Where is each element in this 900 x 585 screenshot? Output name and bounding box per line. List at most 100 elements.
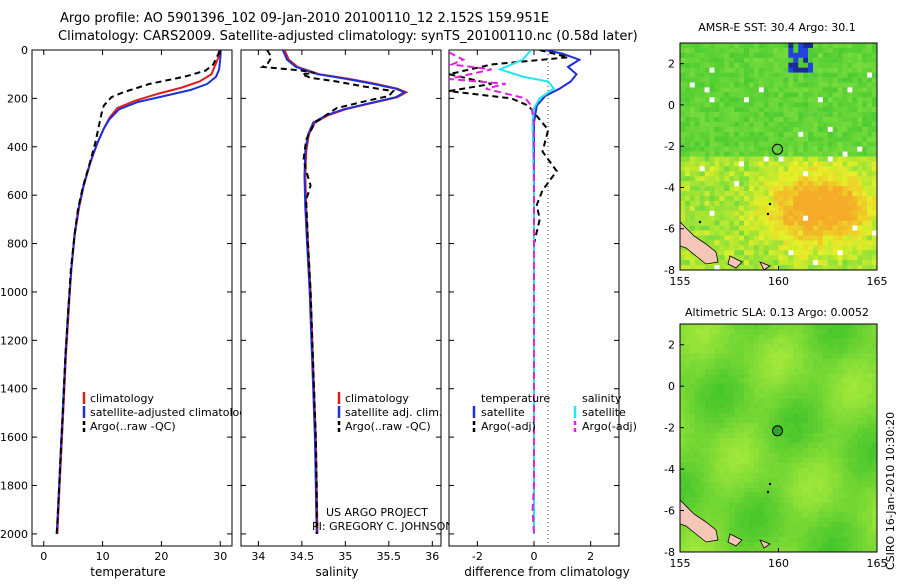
map-cell xyxy=(719,333,725,340)
map-cell xyxy=(773,388,779,394)
map-cell xyxy=(689,487,696,493)
map-cell xyxy=(822,171,829,177)
map-cell xyxy=(827,141,833,147)
map-cell xyxy=(719,235,725,241)
map-cell xyxy=(803,121,809,128)
map-cell xyxy=(803,378,809,384)
map-cell xyxy=(778,324,784,330)
map-cell xyxy=(714,447,720,454)
map-cell xyxy=(739,423,745,429)
map-cell xyxy=(773,191,779,197)
map-cell xyxy=(837,156,843,162)
map-cell xyxy=(857,171,863,177)
map-cell xyxy=(837,250,843,256)
map-cell xyxy=(867,92,873,98)
map-cell xyxy=(714,393,720,399)
map-cell xyxy=(842,47,848,54)
map-cell xyxy=(837,265,843,271)
map-cell xyxy=(714,82,720,88)
map-cell xyxy=(862,542,868,548)
map-cell xyxy=(852,532,858,538)
map-cell xyxy=(798,102,804,108)
map-cell xyxy=(862,186,868,192)
map-cell xyxy=(748,373,755,379)
map-cell xyxy=(753,102,760,108)
map-cell xyxy=(773,205,779,212)
map-cell xyxy=(753,373,760,379)
map-cell xyxy=(689,102,696,108)
map-cell xyxy=(872,457,878,464)
map-cell xyxy=(773,72,779,78)
map-cell xyxy=(719,146,725,152)
map-cell xyxy=(753,403,760,409)
map-cell xyxy=(872,57,878,64)
map-cell xyxy=(719,102,725,108)
map-cell xyxy=(808,547,814,553)
map-cell xyxy=(758,250,765,256)
map-cell xyxy=(773,200,779,207)
map-cell xyxy=(857,338,863,345)
map-cell xyxy=(808,353,814,359)
map-cell xyxy=(832,225,838,231)
map-cell xyxy=(837,457,843,464)
map-cell xyxy=(719,265,725,271)
map-cell xyxy=(852,537,858,543)
map-cell xyxy=(842,482,848,488)
map-cell xyxy=(694,467,700,473)
map-cell xyxy=(748,176,755,182)
map-cell xyxy=(768,502,774,508)
map-cell xyxy=(837,43,843,49)
map-cell xyxy=(793,502,799,508)
map-cell xyxy=(798,477,804,483)
map-cell xyxy=(714,176,720,182)
map-cell xyxy=(852,82,858,88)
map-cell xyxy=(680,472,686,478)
map-cell xyxy=(753,265,760,271)
map-cell xyxy=(680,181,686,187)
map-cell xyxy=(857,107,863,113)
map-cell xyxy=(680,368,686,374)
map-cell xyxy=(857,457,863,464)
map-cell xyxy=(847,235,853,241)
map-cell xyxy=(699,542,705,548)
map-cell xyxy=(822,512,829,518)
map-cell xyxy=(822,205,829,212)
map-cell xyxy=(812,413,819,419)
map-cell xyxy=(773,378,779,384)
map-cell xyxy=(872,413,878,419)
map-cell xyxy=(684,205,691,212)
map-cell xyxy=(827,117,833,123)
map-cell xyxy=(739,176,745,182)
map-cell xyxy=(680,542,686,548)
map-cell xyxy=(812,141,819,147)
map-cell xyxy=(734,176,740,182)
map-cell xyxy=(714,328,720,335)
map-cell xyxy=(832,408,838,414)
map-cell xyxy=(744,507,750,513)
map-cell xyxy=(689,225,696,231)
map-cell xyxy=(827,220,833,226)
map-cell xyxy=(798,462,804,469)
map-cell xyxy=(832,210,838,217)
map-cell xyxy=(739,240,745,246)
map-y-tick-label: -8 xyxy=(664,264,675,277)
map-cell xyxy=(817,324,824,330)
map-cell xyxy=(803,77,809,83)
map-cell xyxy=(724,467,730,473)
map-cell xyxy=(837,87,843,93)
map-cell xyxy=(689,507,696,513)
map-cell xyxy=(857,57,863,64)
map-cell xyxy=(744,225,750,231)
map-cell xyxy=(699,72,705,78)
map-x-tick-label: 155 xyxy=(670,275,691,288)
map-cell xyxy=(763,245,769,251)
map-cell xyxy=(867,245,873,251)
map-cell xyxy=(680,92,686,98)
map-cell xyxy=(699,52,705,59)
map-cell xyxy=(778,126,784,133)
map-cell xyxy=(768,408,774,414)
map-cell xyxy=(758,220,765,226)
map-cell xyxy=(773,126,779,133)
map-cell xyxy=(709,542,715,548)
map-cell xyxy=(744,358,750,364)
